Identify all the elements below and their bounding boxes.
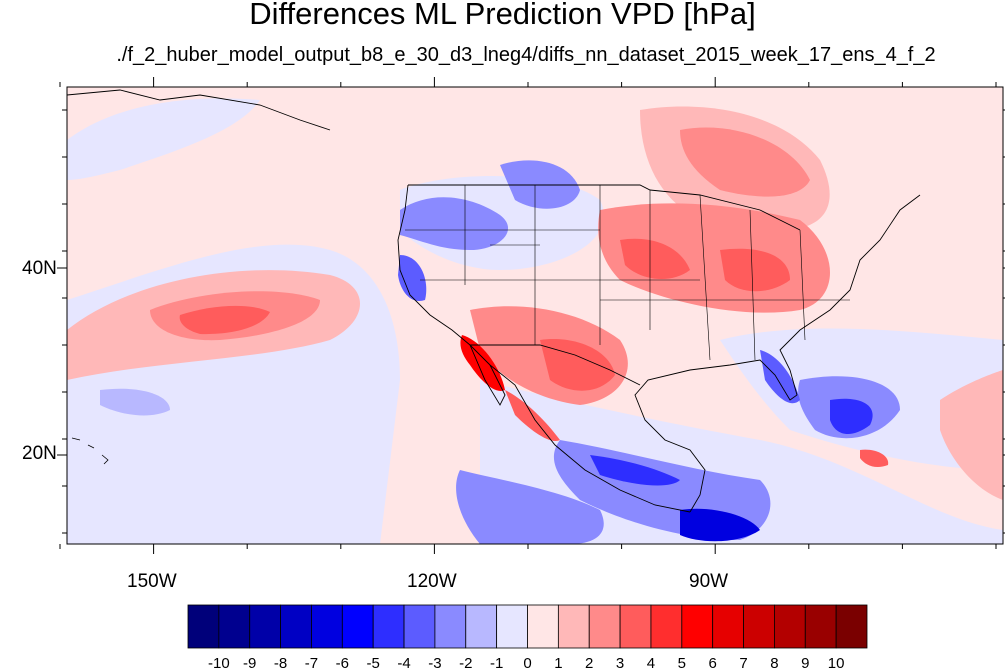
colorbar-label: -9 — [243, 655, 257, 672]
islands — [71, 437, 109, 465]
field-region — [400, 197, 509, 250]
lat-label-40n: 40N — [22, 258, 57, 279]
colorbar-label: 7 — [739, 655, 748, 672]
mexico-border — [470, 344, 641, 386]
alaska-coast — [66, 89, 331, 131]
colorbar-label: 2 — [585, 655, 594, 672]
colorbar-swatch — [774, 604, 806, 649]
colorbar-label: 1 — [554, 655, 563, 672]
field-region — [860, 449, 889, 468]
colorbar-label: 3 — [615, 655, 625, 672]
field-region — [720, 248, 790, 292]
colorbar-label: 6 — [708, 655, 717, 672]
colorbar-label: -1 — [489, 655, 504, 672]
pacific-coastline — [397, 184, 691, 513]
colorbar-label: 5 — [677, 655, 686, 672]
colorbar-label: -5 — [366, 655, 380, 672]
colorbar-label: 0 — [523, 655, 532, 672]
field-region — [680, 127, 810, 197]
field-region — [940, 370, 1003, 500]
colorbar-label: 10 — [827, 655, 845, 672]
colorbar-swatch — [249, 604, 281, 649]
lon-label-150w: 150W — [127, 571, 177, 592]
lon-label-90w: 90W — [689, 571, 729, 592]
state-borders — [405, 185, 850, 361]
colorbar-swatch — [743, 604, 775, 649]
map-title: Differences ML Prediction VPD [hPa] — [249, 0, 756, 31]
colorbar-label: -4 — [397, 655, 411, 672]
axis-ticks — [57, 77, 1005, 554]
lat-label-20n: 20N — [22, 443, 57, 464]
field-region — [398, 255, 427, 301]
colorbar — [187, 604, 868, 649]
hawaii-islands — [71, 437, 109, 465]
gulf-atlantic-coastline — [634, 194, 921, 513]
colorbar-label: -10 — [208, 655, 230, 672]
colorbar-swatch — [527, 604, 559, 649]
colorbar-swatch — [712, 604, 744, 649]
colorbar-swatch — [681, 604, 714, 649]
field-region — [680, 508, 760, 542]
colorbar-swatch — [835, 604, 868, 649]
colorbar-swatch — [341, 604, 374, 649]
colorbar-label: 8 — [770, 655, 779, 672]
colorbar-swatch — [650, 604, 683, 649]
field-region — [830, 398, 873, 435]
field-region — [540, 339, 615, 391]
colorbar-swatch — [372, 604, 405, 649]
colorbar-label: -2 — [459, 655, 473, 672]
colorbar-label: -3 — [428, 655, 442, 672]
field-region — [760, 350, 800, 404]
state-lines — [405, 185, 850, 361]
colorbar-swatch — [804, 604, 837, 649]
colorbar-swatch — [496, 604, 528, 649]
field-region — [100, 388, 170, 416]
lon-label-120w: 120W — [407, 571, 457, 592]
colorbar-label: 9 — [801, 655, 810, 672]
colorbar-swatch — [218, 604, 251, 649]
colorbar-label: -8 — [273, 655, 288, 672]
colorbar-swatch — [588, 604, 621, 649]
colorbar-label: -6 — [335, 655, 349, 672]
map-subtitle: ./f_2_huber_model_output_b8_e_30_d3_lneg… — [116, 44, 936, 66]
field-region — [456, 470, 604, 544]
colorbar-swatch — [434, 604, 467, 649]
colorbar-swatch — [465, 604, 498, 649]
colorbar-label: 4 — [646, 655, 656, 672]
colorbar-swatch — [187, 604, 220, 649]
map-frame — [66, 86, 1004, 545]
field-region — [590, 455, 680, 486]
colorbar-swatch — [403, 604, 436, 649]
coastlines — [66, 89, 921, 513]
colorbar-swatch — [619, 604, 652, 649]
field-region — [500, 160, 580, 209]
field-region — [179, 305, 270, 335]
field-region — [620, 238, 690, 280]
colorbar-swatch — [280, 604, 312, 649]
colorbar-label: -7 — [304, 655, 319, 672]
baja-peninsula — [469, 344, 506, 406]
colorbar-swatch — [557, 604, 590, 649]
field-region — [67, 98, 260, 180]
canada-border — [408, 184, 801, 231]
colorbar-swatch — [311, 604, 343, 649]
